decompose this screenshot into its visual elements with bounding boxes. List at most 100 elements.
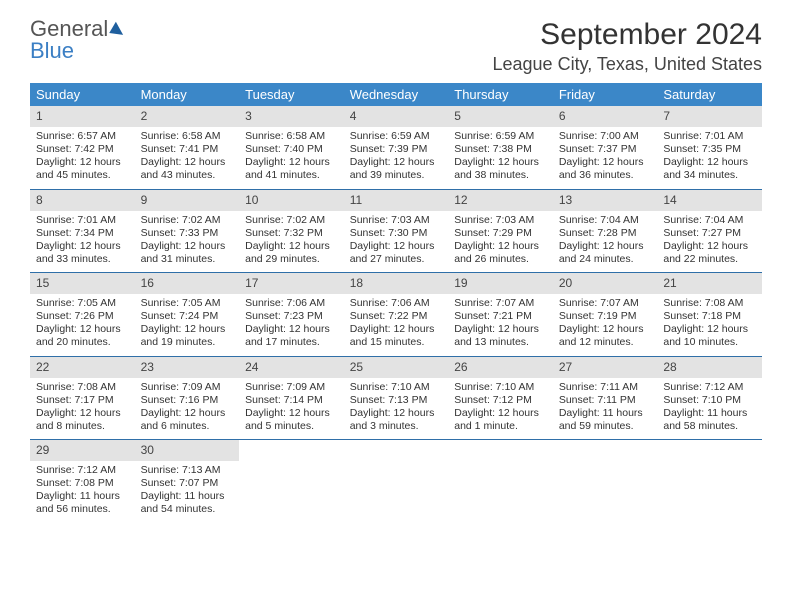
daylight-line1: Daylight: 12 hours: [245, 407, 338, 420]
sunrise: Sunrise: 7:01 AM: [36, 214, 129, 227]
sunrise: Sunrise: 7:08 AM: [663, 297, 756, 310]
daylight-line1: Daylight: 12 hours: [350, 407, 443, 420]
calendar-cell: 25Sunrise: 7:10 AMSunset: 7:13 PMDayligh…: [344, 356, 449, 440]
empty-day: [239, 440, 344, 461]
day-number: 30: [135, 440, 240, 461]
weekday-header-row: Sunday Monday Tuesday Wednesday Thursday…: [30, 83, 762, 106]
calendar-row: 29Sunrise: 7:12 AMSunset: 7:08 PMDayligh…: [30, 440, 762, 523]
sunrise: Sunrise: 7:08 AM: [36, 381, 129, 394]
daylight-line2: and 43 minutes.: [141, 169, 234, 182]
sunset: Sunset: 7:39 PM: [350, 143, 443, 156]
sunset: Sunset: 7:38 PM: [454, 143, 547, 156]
sunset: Sunset: 7:12 PM: [454, 394, 547, 407]
sunrise: Sunrise: 6:58 AM: [245, 130, 338, 143]
daylight-line1: Daylight: 12 hours: [559, 156, 652, 169]
calendar-cell: 17Sunrise: 7:06 AMSunset: 7:23 PMDayligh…: [239, 273, 344, 357]
day-number: 20: [553, 273, 658, 294]
calendar-cell: 7Sunrise: 7:01 AMSunset: 7:35 PMDaylight…: [657, 106, 762, 189]
calendar-cell: 16Sunrise: 7:05 AMSunset: 7:24 PMDayligh…: [135, 273, 240, 357]
location: League City, Texas, United States: [493, 54, 763, 75]
sunset: Sunset: 7:08 PM: [36, 477, 129, 490]
sunset: Sunset: 7:33 PM: [141, 227, 234, 240]
sunrise: Sunrise: 7:07 AM: [559, 297, 652, 310]
empty-day: [657, 440, 762, 461]
weekday-header: Thursday: [448, 83, 553, 106]
sunrise: Sunrise: 6:58 AM: [141, 130, 234, 143]
calendar-table: Sunday Monday Tuesday Wednesday Thursday…: [30, 83, 762, 523]
day-body: Sunrise: 7:01 AMSunset: 7:34 PMDaylight:…: [30, 211, 135, 273]
calendar-cell: 3Sunrise: 6:58 AMSunset: 7:40 PMDaylight…: [239, 106, 344, 189]
calendar-cell: 5Sunrise: 6:59 AMSunset: 7:38 PMDaylight…: [448, 106, 553, 189]
day-body: Sunrise: 7:07 AMSunset: 7:19 PMDaylight:…: [553, 294, 658, 356]
day-body: Sunrise: 6:58 AMSunset: 7:40 PMDaylight:…: [239, 127, 344, 189]
sunrise: Sunrise: 7:10 AM: [454, 381, 547, 394]
daylight-line1: Daylight: 12 hours: [245, 240, 338, 253]
daylight-line1: Daylight: 12 hours: [559, 240, 652, 253]
day-number: 11: [344, 190, 449, 211]
calendar-cell: 11Sunrise: 7:03 AMSunset: 7:30 PMDayligh…: [344, 189, 449, 273]
day-number: 22: [30, 357, 135, 378]
sunset: Sunset: 7:41 PM: [141, 143, 234, 156]
day-number: 12: [448, 190, 553, 211]
calendar-cell: 8Sunrise: 7:01 AMSunset: 7:34 PMDaylight…: [30, 189, 135, 273]
day-number: 23: [135, 357, 240, 378]
sunset: Sunset: 7:28 PM: [559, 227, 652, 240]
calendar-row: 1Sunrise: 6:57 AMSunset: 7:42 PMDaylight…: [30, 106, 762, 189]
day-number: 26: [448, 357, 553, 378]
calendar-cell: 12Sunrise: 7:03 AMSunset: 7:29 PMDayligh…: [448, 189, 553, 273]
day-body: Sunrise: 7:00 AMSunset: 7:37 PMDaylight:…: [553, 127, 658, 189]
sunrise: Sunrise: 7:06 AM: [245, 297, 338, 310]
sunset: Sunset: 7:30 PM: [350, 227, 443, 240]
calendar-cell: [553, 440, 658, 523]
day-number: 1: [30, 106, 135, 127]
sunset: Sunset: 7:23 PM: [245, 310, 338, 323]
daylight-line1: Daylight: 12 hours: [663, 156, 756, 169]
weekday-header: Tuesday: [239, 83, 344, 106]
daylight-line2: and 59 minutes.: [559, 420, 652, 433]
calendar-cell: 27Sunrise: 7:11 AMSunset: 7:11 PMDayligh…: [553, 356, 658, 440]
daylight-line1: Daylight: 12 hours: [559, 323, 652, 336]
day-body: Sunrise: 7:04 AMSunset: 7:28 PMDaylight:…: [553, 211, 658, 273]
logo-mark-icon: [110, 21, 126, 35]
sunrise: Sunrise: 7:04 AM: [559, 214, 652, 227]
logo-text-2: Blue: [30, 38, 74, 63]
daylight-line2: and 39 minutes.: [350, 169, 443, 182]
sunrise: Sunrise: 7:06 AM: [350, 297, 443, 310]
month-title: September 2024: [493, 18, 763, 52]
day-body: Sunrise: 7:03 AMSunset: 7:29 PMDaylight:…: [448, 211, 553, 273]
day-body: Sunrise: 7:02 AMSunset: 7:33 PMDaylight:…: [135, 211, 240, 273]
daylight-line2: and 41 minutes.: [245, 169, 338, 182]
calendar-cell: [239, 440, 344, 523]
sunset: Sunset: 7:10 PM: [663, 394, 756, 407]
calendar-row: 22Sunrise: 7:08 AMSunset: 7:17 PMDayligh…: [30, 356, 762, 440]
daylight-line1: Daylight: 12 hours: [141, 156, 234, 169]
day-number: 6: [553, 106, 658, 127]
daylight-line1: Daylight: 11 hours: [663, 407, 756, 420]
day-body: Sunrise: 7:05 AMSunset: 7:26 PMDaylight:…: [30, 294, 135, 356]
sunrise: Sunrise: 7:02 AM: [245, 214, 338, 227]
day-body: Sunrise: 6:59 AMSunset: 7:38 PMDaylight:…: [448, 127, 553, 189]
daylight-line1: Daylight: 11 hours: [141, 490, 234, 503]
sunrise: Sunrise: 7:00 AM: [559, 130, 652, 143]
daylight-line2: and 27 minutes.: [350, 253, 443, 266]
day-number: 4: [344, 106, 449, 127]
sunrise: Sunrise: 7:11 AM: [559, 381, 652, 394]
daylight-line1: Daylight: 12 hours: [454, 407, 547, 420]
daylight-line2: and 45 minutes.: [36, 169, 129, 182]
calendar-cell: 4Sunrise: 6:59 AMSunset: 7:39 PMDaylight…: [344, 106, 449, 189]
sunset: Sunset: 7:11 PM: [559, 394, 652, 407]
daylight-line1: Daylight: 12 hours: [36, 407, 129, 420]
sunset: Sunset: 7:19 PM: [559, 310, 652, 323]
day-number: 9: [135, 190, 240, 211]
daylight-line2: and 54 minutes.: [141, 503, 234, 516]
sunset: Sunset: 7:42 PM: [36, 143, 129, 156]
daylight-line1: Daylight: 12 hours: [245, 156, 338, 169]
sunrise: Sunrise: 7:03 AM: [350, 214, 443, 227]
day-body: Sunrise: 7:06 AMSunset: 7:23 PMDaylight:…: [239, 294, 344, 356]
day-number: 17: [239, 273, 344, 294]
calendar-cell: 1Sunrise: 6:57 AMSunset: 7:42 PMDaylight…: [30, 106, 135, 189]
daylight-line2: and 8 minutes.: [36, 420, 129, 433]
sunrise: Sunrise: 7:02 AM: [141, 214, 234, 227]
day-body: Sunrise: 6:59 AMSunset: 7:39 PMDaylight:…: [344, 127, 449, 189]
sunset: Sunset: 7:13 PM: [350, 394, 443, 407]
